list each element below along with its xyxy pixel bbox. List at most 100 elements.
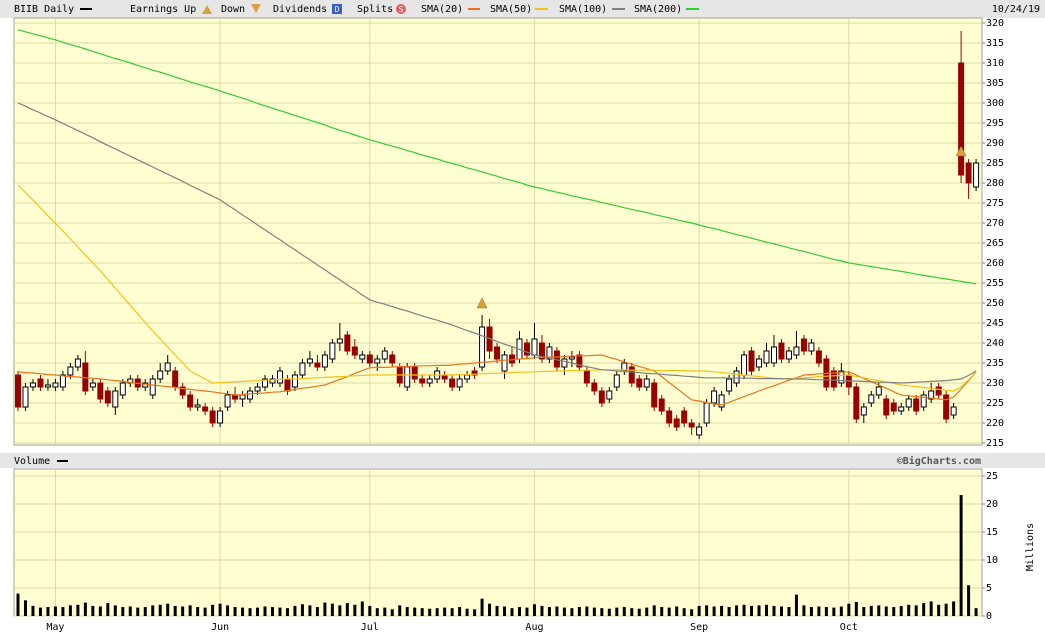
volume-bar bbox=[967, 585, 971, 616]
candle-body bbox=[688, 422, 695, 428]
volume-bar bbox=[682, 608, 686, 616]
candle-body bbox=[411, 366, 418, 380]
volume-bar bbox=[143, 607, 147, 616]
legend-label: SMA(200) bbox=[634, 4, 682, 15]
volume-bar bbox=[23, 600, 27, 616]
volume-bar bbox=[443, 607, 447, 616]
volume-bar bbox=[637, 608, 641, 616]
y-tick-label: 215 bbox=[986, 438, 1004, 449]
candle-body bbox=[187, 394, 194, 408]
chart-date: 10/24/19 bbox=[992, 4, 1040, 15]
candle-body bbox=[763, 350, 770, 364]
volume-bar bbox=[577, 607, 581, 616]
candle-body bbox=[853, 386, 860, 420]
candle-body bbox=[217, 410, 224, 424]
volume-bar bbox=[188, 605, 192, 616]
candle-body bbox=[374, 358, 381, 364]
candle-body bbox=[344, 334, 351, 352]
y-tick-label: 275 bbox=[986, 198, 1004, 209]
candle-body bbox=[471, 370, 478, 376]
volume-bar bbox=[854, 602, 858, 616]
candle-body bbox=[172, 370, 179, 388]
volume-bar bbox=[233, 607, 237, 616]
candle-body bbox=[179, 386, 186, 396]
volume-bar bbox=[218, 603, 222, 616]
candle-body bbox=[194, 404, 201, 408]
volume-bar bbox=[869, 605, 873, 616]
candle-body bbox=[628, 366, 635, 384]
volume-bar bbox=[270, 607, 274, 616]
y-tick-label: 290 bbox=[986, 138, 1004, 149]
candle-body bbox=[89, 382, 96, 388]
candle-body bbox=[561, 358, 568, 368]
volume-bar bbox=[772, 605, 776, 616]
y-tick-label: 260 bbox=[986, 258, 1004, 269]
candle-body bbox=[868, 394, 875, 404]
candle-body bbox=[37, 378, 44, 388]
volume-bar bbox=[952, 601, 956, 616]
volume-bar bbox=[862, 607, 866, 616]
y-tick-label: 300 bbox=[986, 98, 1004, 109]
volume-bar bbox=[712, 606, 716, 616]
volume-bar bbox=[285, 608, 289, 616]
volume-bar bbox=[562, 607, 566, 616]
volume-bar bbox=[458, 607, 462, 616]
volume-bar bbox=[607, 608, 611, 616]
candle-body bbox=[741, 354, 748, 376]
volume-bar bbox=[929, 601, 933, 616]
y-tick-label: 285 bbox=[986, 158, 1004, 169]
y-tick-label: 295 bbox=[986, 118, 1004, 129]
volume-bar bbox=[428, 608, 432, 616]
y-tick-label: 235 bbox=[986, 358, 1004, 369]
candle-body bbox=[262, 378, 269, 388]
candle-body bbox=[793, 346, 800, 356]
y-tick-label: 270 bbox=[986, 218, 1004, 229]
x-tick-label: Jun bbox=[211, 622, 229, 633]
volume-bar bbox=[787, 607, 791, 616]
candle-body bbox=[104, 390, 111, 404]
candle-body bbox=[568, 356, 575, 360]
candle-body bbox=[306, 358, 313, 364]
candle-body bbox=[928, 390, 935, 400]
candle-body bbox=[209, 410, 216, 424]
volume-bar bbox=[765, 604, 768, 616]
candle-body bbox=[808, 342, 815, 352]
candle-body bbox=[389, 354, 396, 364]
candle-body bbox=[703, 402, 710, 424]
y-tick-label: 240 bbox=[986, 338, 1004, 349]
volume-bar bbox=[922, 603, 926, 616]
volume-bar bbox=[720, 605, 724, 616]
volume-bar bbox=[884, 606, 888, 616]
candle-body bbox=[22, 386, 29, 408]
candle-body bbox=[681, 410, 688, 424]
volume-bar bbox=[645, 607, 649, 616]
candle-body bbox=[830, 370, 837, 388]
candle-body bbox=[523, 342, 530, 356]
legend-icon bbox=[332, 4, 342, 14]
volume-bar bbox=[817, 606, 821, 616]
volume-bar bbox=[248, 608, 252, 616]
candle-body bbox=[359, 354, 366, 360]
volume-bar bbox=[61, 607, 65, 616]
candle-body bbox=[718, 394, 725, 408]
candle-body bbox=[673, 418, 680, 428]
volume-bar bbox=[697, 605, 701, 616]
sma-line bbox=[17, 184, 977, 392]
volume-bar bbox=[473, 609, 477, 616]
candle-body bbox=[958, 62, 965, 176]
volume-bar bbox=[525, 607, 529, 616]
volume-bar bbox=[667, 607, 671, 616]
candle-body bbox=[239, 394, 246, 400]
candle-body bbox=[538, 342, 545, 360]
x-tick-label: Oct bbox=[840, 622, 858, 633]
candle-body bbox=[733, 370, 740, 384]
volume-bar bbox=[503, 606, 507, 616]
volume-bar bbox=[517, 607, 521, 616]
volume-bar bbox=[600, 608, 604, 616]
volume-bar bbox=[488, 603, 492, 616]
volume-bar bbox=[974, 608, 978, 616]
y-axis-label: Millions bbox=[1025, 523, 1036, 571]
candle-body bbox=[756, 358, 763, 368]
volume-bar bbox=[338, 605, 342, 616]
volume-bar bbox=[263, 606, 267, 616]
